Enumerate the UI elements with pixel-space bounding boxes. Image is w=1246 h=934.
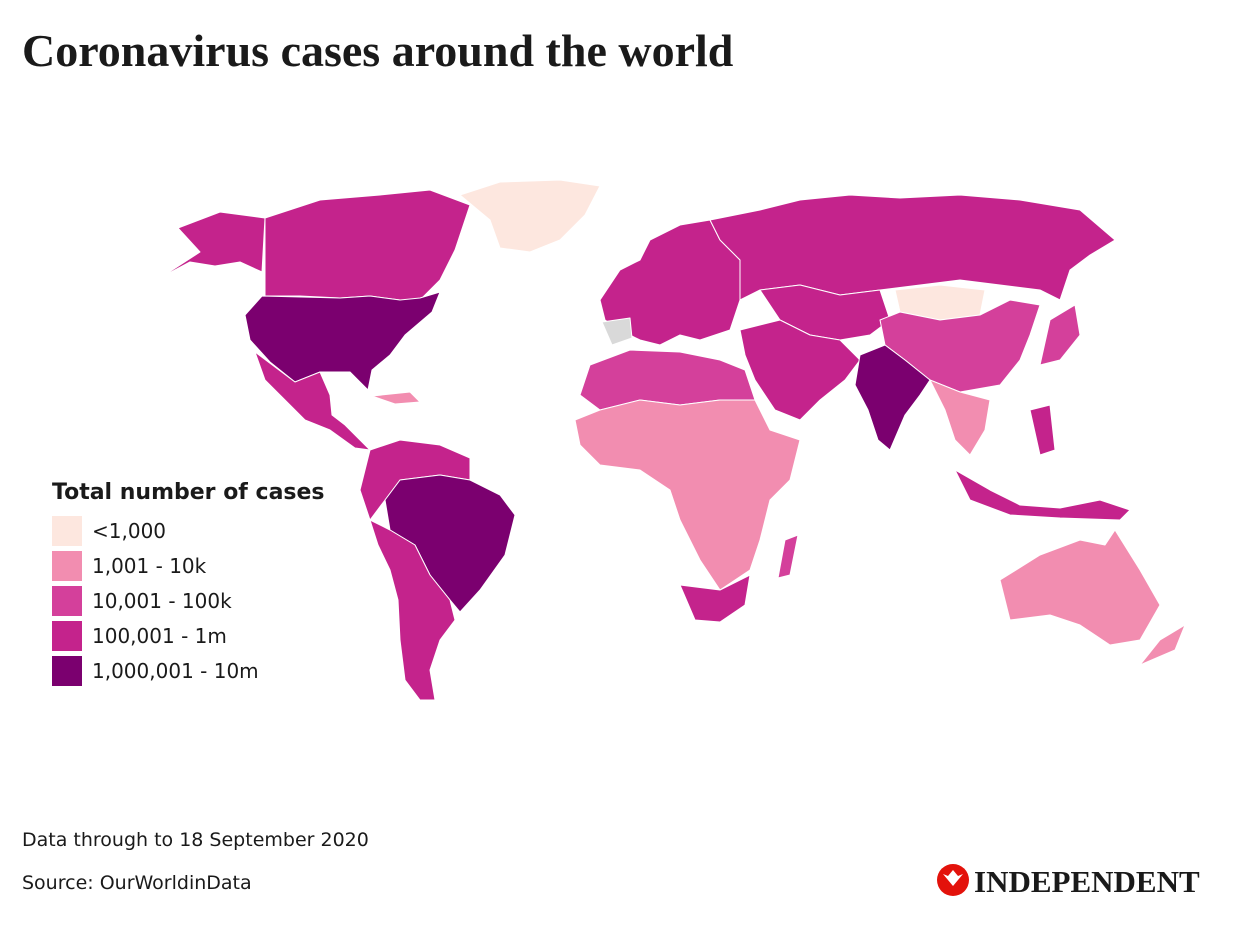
legend-label: <1,000 — [92, 519, 166, 543]
legend-swatch — [52, 586, 82, 616]
legend: <1,000 1,001 - 10k 10,001 - 100k 100,001 - … — [52, 516, 259, 686]
region — [459, 179, 601, 253]
region — [264, 189, 471, 301]
legend-label: 1,000,001 - 10m — [92, 659, 259, 683]
region — [854, 344, 931, 451]
region — [369, 519, 456, 701]
title: Coronavirus cases around the world — [22, 25, 734, 76]
logo-eagle — [943, 870, 963, 886]
region — [574, 399, 801, 591]
legend-swatch — [52, 516, 82, 546]
region — [1039, 304, 1081, 366]
legend-label: 100,001 - 1m — [92, 624, 227, 648]
region — [244, 291, 441, 391]
region — [929, 379, 991, 456]
region — [254, 351, 371, 451]
legend-title: Total number of cases — [52, 480, 325, 505]
legend-label: 10,001 - 100k — [92, 589, 232, 613]
region — [159, 211, 266, 279]
legend-label: 1,001 - 10k — [92, 554, 207, 578]
region — [954, 469, 1131, 521]
region — [709, 194, 1116, 301]
region — [777, 534, 799, 579]
footnote: Data through to 18 September 2020 — [22, 829, 369, 851]
region — [371, 391, 421, 405]
region — [1029, 404, 1056, 456]
region — [1139, 624, 1186, 666]
legend-swatch — [52, 621, 82, 651]
region — [999, 529, 1161, 646]
legend-swatch — [52, 551, 82, 581]
legend-swatch — [52, 656, 82, 686]
brand: INDEPENDENT — [974, 864, 1200, 899]
source: Source: OurWorldinData — [22, 872, 252, 894]
region — [739, 319, 861, 421]
logo: INDEPENDENT — [937, 864, 1200, 899]
world-map — [159, 179, 1186, 701]
region — [679, 574, 751, 623]
no-data-region — [601, 317, 633, 346]
